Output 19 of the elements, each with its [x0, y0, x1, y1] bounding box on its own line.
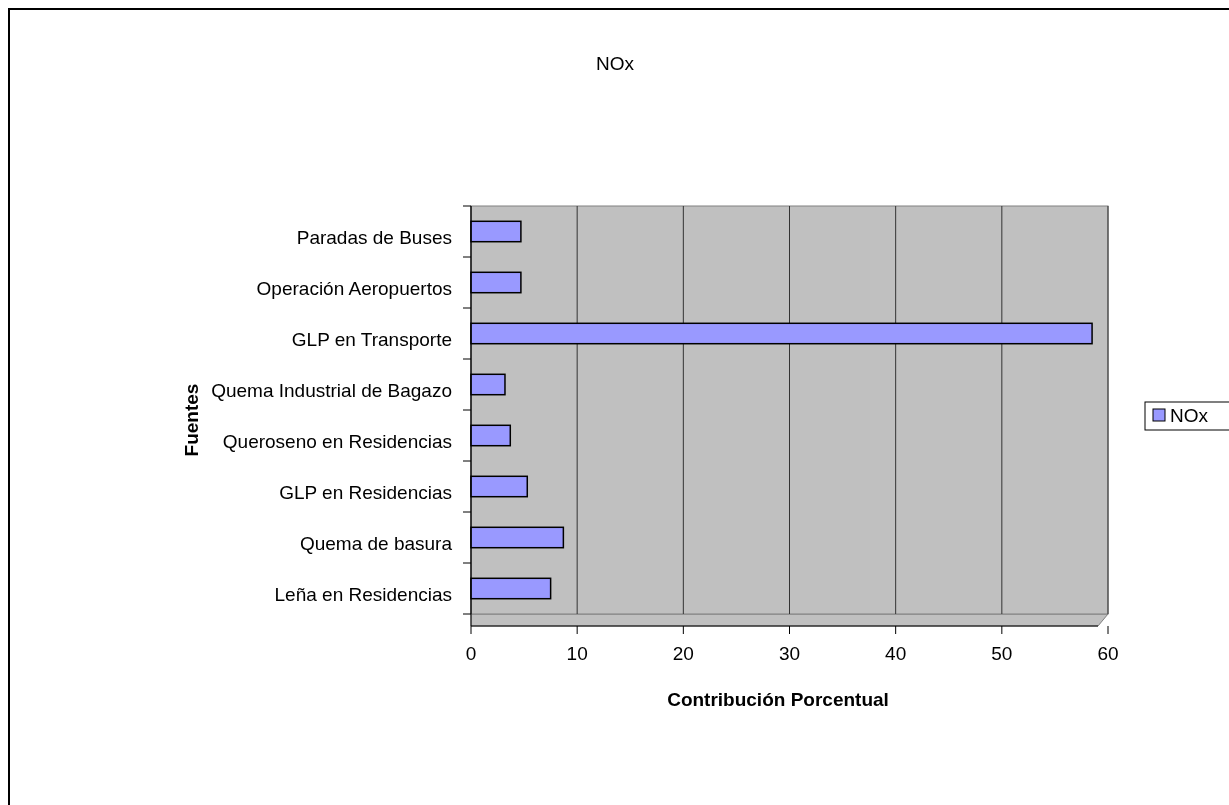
x-tick-label: 30 — [778, 643, 801, 664]
x-tick-label: 10 — [566, 643, 588, 664]
y-tick-label: Quema Industrial de Bagazo — [211, 379, 452, 401]
y-tick-label: Operación Aeropuertos — [256, 277, 452, 299]
chart-title: NOx — [596, 53, 635, 74]
y-tick-label: Quema de basura — [299, 532, 453, 554]
y-tick-label: Paradas de Buses — [296, 226, 452, 248]
x-tick-label: 50 — [991, 643, 1013, 664]
y-tick-label: Queroseno en Residencias — [222, 430, 452, 452]
x-axis-title: Contribución Porcentual — [667, 689, 889, 710]
y-tick-label: GLP en Residencias — [279, 481, 452, 503]
x-tick-label: 0 — [465, 643, 477, 664]
x-tick-label: 60 — [1097, 643, 1119, 664]
y-tick-label: GLP en Transporte — [291, 328, 452, 350]
x-tick-label: 20 — [672, 643, 694, 664]
legend-label: NOx — [1170, 405, 1209, 426]
y-tick-label: Leña en Residencias — [274, 583, 452, 605]
y-axis-title: Fuentes — [181, 383, 202, 457]
x-tick-label: 40 — [885, 643, 907, 664]
